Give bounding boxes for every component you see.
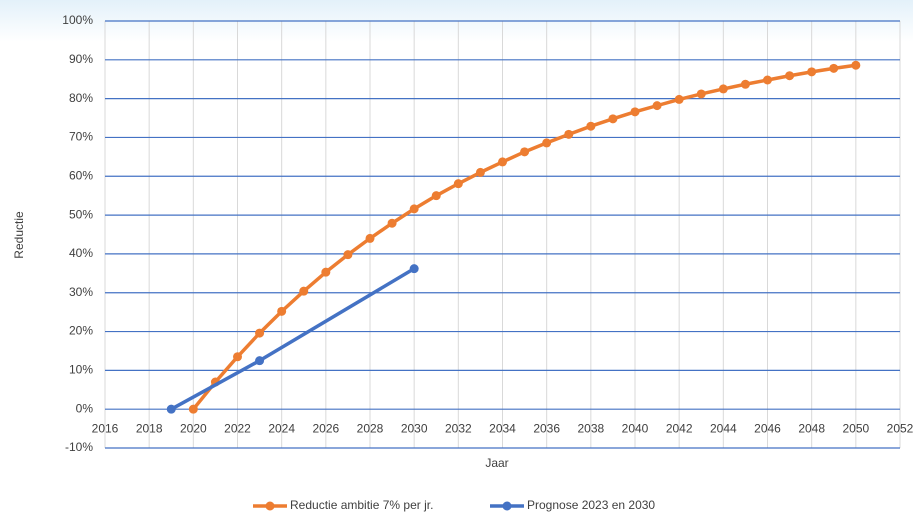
series-marker (829, 63, 839, 73)
y-tick-label: 40% (69, 246, 93, 260)
y-tick-label: 30% (69, 285, 93, 299)
x-tick-label: 2036 (533, 421, 560, 435)
x-tick-label: 2038 (577, 421, 604, 435)
series-marker (807, 67, 817, 77)
series-marker (255, 356, 265, 366)
series-marker (453, 179, 463, 189)
series-marker (564, 129, 574, 139)
x-tick-label: 2030 (401, 421, 428, 435)
x-tick-label: 2020 (180, 421, 207, 435)
y-tick-label: 10% (69, 363, 93, 377)
x-tick-label: 2034 (489, 421, 516, 435)
y-tick-label: 50% (69, 207, 93, 221)
series-marker (166, 404, 176, 414)
series-marker (652, 101, 662, 111)
x-tick-label: 2022 (224, 421, 251, 435)
y-tick-label: -10% (65, 440, 93, 454)
x-tick-label: 2040 (622, 421, 649, 435)
x-tick-label: 2044 (710, 421, 737, 435)
y-tick-label: 80% (69, 91, 93, 105)
series-marker (365, 233, 375, 243)
legend-swatch-marker (502, 501, 512, 511)
series-marker (321, 267, 331, 277)
y-tick-label: 100% (62, 13, 93, 27)
x-tick-label: 2042 (666, 421, 693, 435)
x-tick-label: 2046 (754, 421, 781, 435)
series-marker (586, 121, 596, 131)
x-tick-label: 2032 (445, 421, 472, 435)
series-marker (343, 250, 353, 260)
legend-label: Reductie ambitie 7% per jr. (290, 498, 433, 512)
y-tick-label: 70% (69, 130, 93, 144)
series-marker (498, 157, 507, 167)
series-marker (188, 404, 198, 414)
x-tick-label: 2026 (312, 421, 339, 435)
series-marker (696, 89, 706, 99)
series-marker (520, 147, 530, 157)
series-marker (542, 138, 552, 148)
series-marker (387, 218, 397, 228)
y-tick-label: 0% (76, 401, 94, 415)
series-marker (255, 328, 265, 338)
series-marker (409, 264, 419, 274)
series-marker (785, 71, 795, 81)
series-marker (740, 79, 750, 89)
x-tick-label: 2052 (887, 421, 913, 435)
series-marker (608, 114, 618, 124)
x-tick-label: 2024 (268, 421, 295, 435)
series-marker (409, 204, 419, 214)
series-marker (431, 191, 441, 201)
series-marker (630, 107, 640, 117)
series-marker (718, 84, 728, 94)
x-tick-label: 2048 (798, 421, 825, 435)
series-marker (674, 94, 684, 104)
x-tick-label: 2050 (842, 421, 869, 435)
series-marker (299, 286, 309, 296)
legend-swatch-marker (265, 501, 275, 511)
series-marker (233, 352, 242, 362)
y-axis-label: Reductie (12, 211, 26, 259)
x-tick-label: 2016 (92, 421, 119, 435)
y-tick-label: 60% (69, 168, 93, 182)
x-tick-label: 2028 (357, 421, 384, 435)
y-tick-label: 20% (69, 324, 93, 338)
series-marker (851, 60, 861, 70)
series-marker (475, 167, 485, 177)
x-axis-label: Jaar (485, 456, 508, 470)
x-tick-label: 2018 (136, 421, 163, 435)
series-marker (277, 306, 287, 316)
legend-label: Prognose 2023 en 2030 (527, 498, 655, 512)
y-tick-label: 90% (69, 52, 93, 66)
series-marker (763, 75, 772, 85)
